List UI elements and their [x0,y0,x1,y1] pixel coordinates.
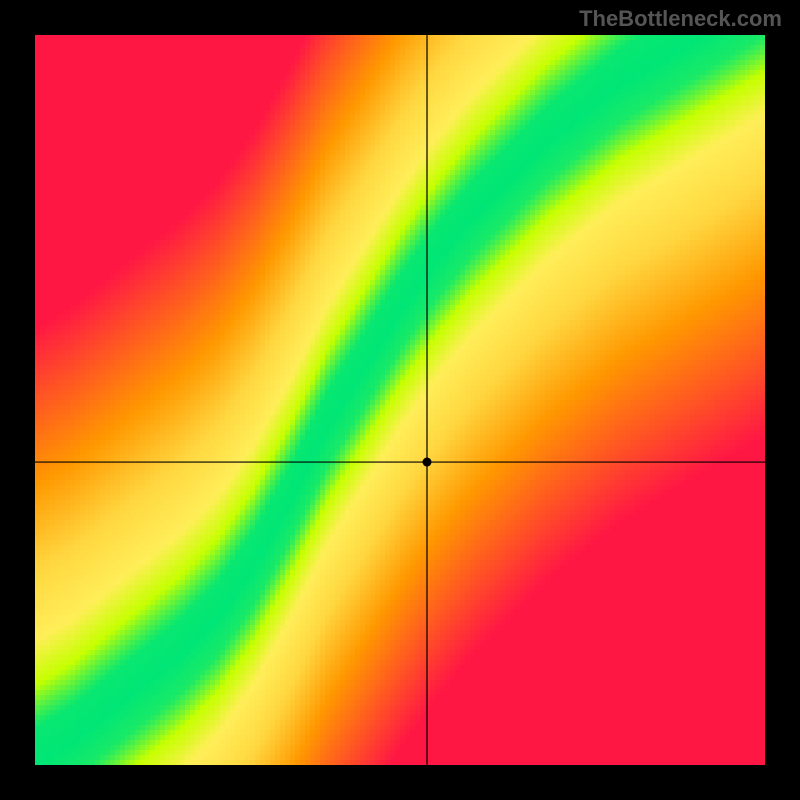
bottleneck-heatmap [35,35,765,765]
chart-container: TheBottleneck.com [0,0,800,800]
attribution-label: TheBottleneck.com [579,6,782,32]
